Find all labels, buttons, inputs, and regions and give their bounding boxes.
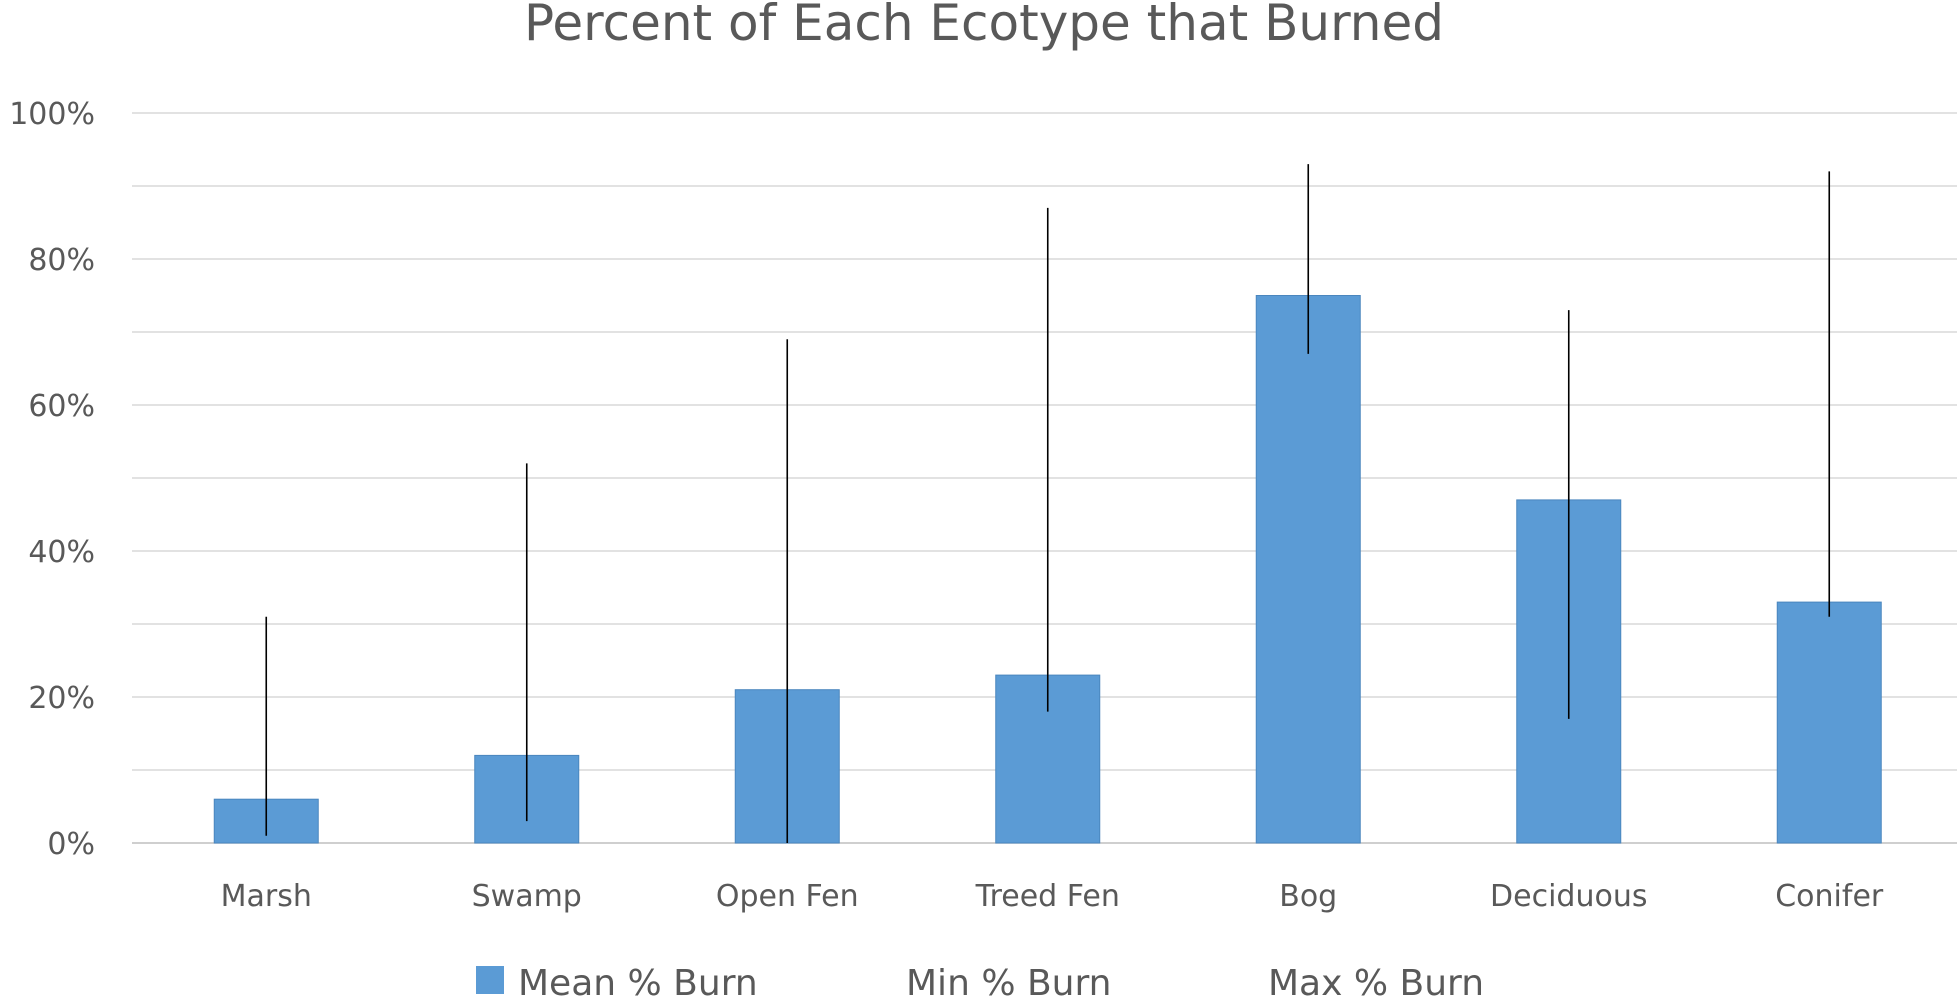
legend-swatch-mean [476, 966, 504, 994]
x-category-label: Deciduous [1490, 879, 1647, 914]
y-tick-label: 40% [28, 535, 95, 570]
y-tick-label: 20% [28, 681, 95, 716]
legend-label-mean: Mean % Burn [518, 963, 758, 1003]
x-category-label: Open Fen [716, 879, 859, 914]
y-tick-label: 100% [9, 97, 95, 132]
x-category-label: Conifer [1775, 879, 1884, 914]
bar-bog [1255, 295, 1361, 844]
legend-label-min: Min % Burn [906, 963, 1111, 1003]
y-tick-label: 0% [47, 827, 95, 862]
y-axis-ticks: 0% 20% 40% 60% 80% 100% [9, 97, 95, 862]
x-category-label: Swamp [472, 879, 582, 914]
chart-title: Percent of Each Ecotype that Burned [524, 0, 1444, 52]
x-axis-categories: Marsh Swamp Open Fen Treed Fen Bog Deciduous C… [221, 879, 1884, 914]
y-tick-label: 60% [28, 389, 95, 424]
x-category-label: Marsh [221, 879, 312, 914]
legend: Mean % Burn Min % Burn Max % Burn [476, 963, 1484, 1003]
min-max-lines [265, 164, 1831, 843]
x-category-label: Treed Fen [975, 879, 1120, 914]
bar-conifer [1776, 601, 1882, 844]
y-tick-label: 80% [28, 243, 95, 278]
legend-label-max: Max % Burn [1268, 963, 1484, 1003]
x-category-label: Bog [1279, 879, 1337, 914]
